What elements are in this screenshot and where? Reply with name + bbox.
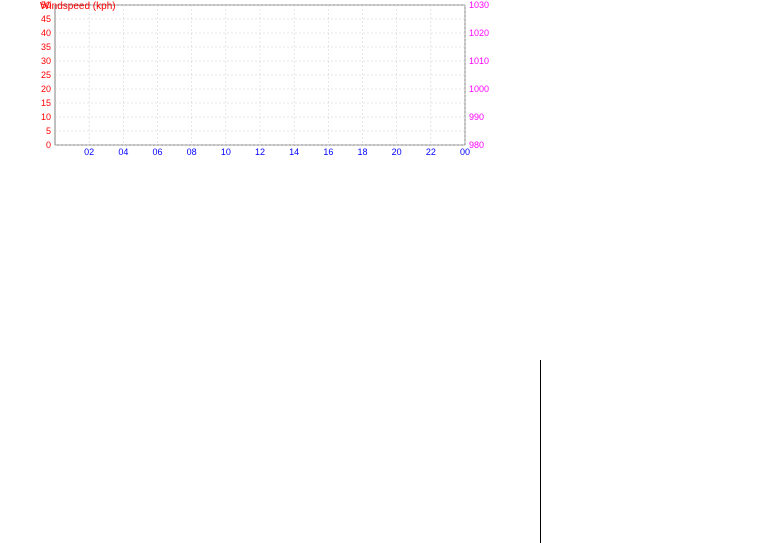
svg-text:18: 18 [357,147,367,157]
svg-text:0: 0 [46,140,51,150]
svg-text:08: 08 [187,147,197,157]
svg-text:22: 22 [426,147,436,157]
svg-text:15: 15 [41,98,51,108]
chart-svg: 0510152025303540455098099010001010102010… [0,0,540,360]
svg-text:990: 990 [469,112,484,122]
svg-text:30: 30 [41,56,51,66]
svg-text:10: 10 [41,112,51,122]
svg-text:20: 20 [41,84,51,94]
svg-text:35: 35 [41,42,51,52]
svg-text:10: 10 [221,147,231,157]
svg-text:Windspeed (kph): Windspeed (kph) [40,1,116,12]
svg-text:45: 45 [41,14,51,24]
svg-text:1030: 1030 [469,0,489,10]
svg-text:1000: 1000 [469,84,489,94]
svg-text:14: 14 [289,147,299,157]
svg-text:1010: 1010 [469,56,489,66]
svg-text:06: 06 [152,147,162,157]
vertical-divider [540,360,541,543]
svg-text:04: 04 [118,147,128,157]
weather-chart-container: 0510152025303540455098099010001010102010… [0,0,761,543]
svg-text:980: 980 [469,140,484,150]
svg-text:16: 16 [323,147,333,157]
svg-text:1020: 1020 [469,28,489,38]
svg-text:02: 02 [84,147,94,157]
svg-text:40: 40 [41,28,51,38]
svg-text:5: 5 [46,126,51,136]
svg-text:20: 20 [392,147,402,157]
svg-text:00: 00 [460,147,470,157]
svg-text:12: 12 [255,147,265,157]
svg-text:25: 25 [41,70,51,80]
